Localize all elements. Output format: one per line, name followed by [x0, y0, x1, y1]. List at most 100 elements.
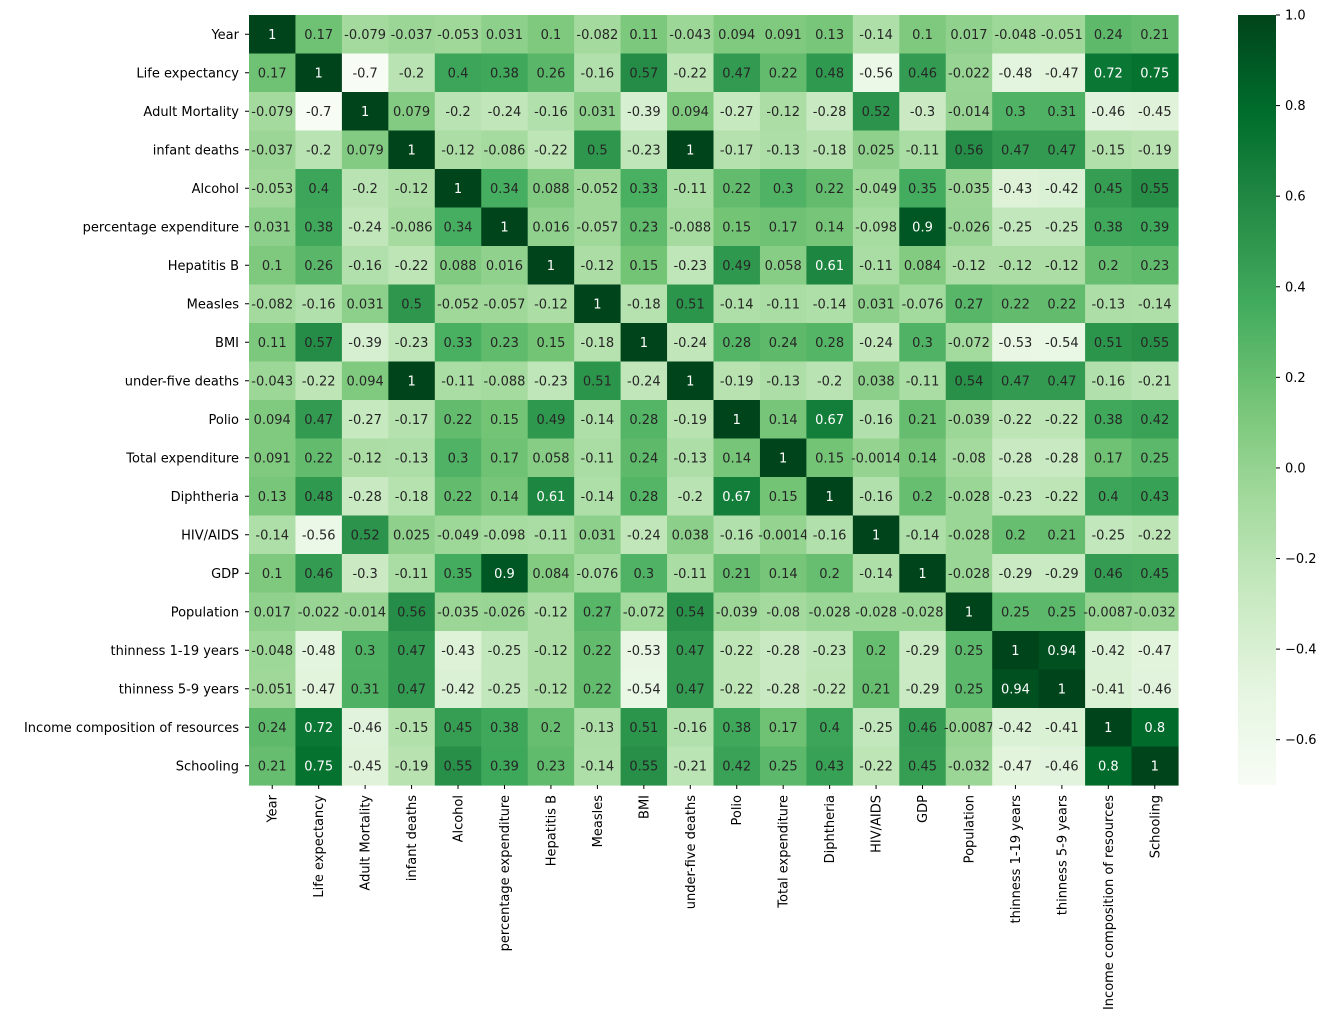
cell-annotation: -0.23: [395, 336, 429, 351]
cell-annotation: 0.23: [1140, 259, 1169, 274]
cell-annotation: 0.15: [815, 451, 844, 466]
heatmap-cell: [527, 554, 575, 594]
heatmap-cell: [945, 400, 993, 440]
cell-annotation: 0.8: [1144, 721, 1165, 736]
heatmap-cell: [481, 53, 529, 93]
cell-annotation: 0.25: [769, 759, 798, 774]
cell-annotation: -0.18: [813, 143, 847, 158]
cell-annotation: 0.51: [1094, 336, 1123, 351]
cell-annotation: 0.15: [629, 259, 658, 274]
cell-annotation: 0.5: [587, 143, 608, 158]
x-tick-label: Polio: [730, 795, 745, 826]
cell-annotation: -0.098: [484, 528, 526, 543]
cell-annotation: 0.016: [532, 220, 569, 235]
heatmap-cell: [852, 669, 900, 709]
heatmap-cell: [1038, 400, 1086, 440]
cell-annotation: -0.22: [302, 374, 336, 389]
heatmap-cell: [434, 631, 482, 671]
colorbar-tick-label: −0.2: [1285, 552, 1317, 567]
heatmap-cell: [481, 438, 529, 478]
heatmap-cell: [1038, 554, 1086, 594]
cell-annotation: -0.12: [581, 259, 615, 274]
cell-annotation: -0.11: [906, 374, 940, 389]
heatmap-cell: [852, 92, 900, 132]
heatmap-cell: [341, 554, 389, 594]
heatmap-cell: [434, 15, 482, 55]
heatmap-cell: [992, 130, 1040, 170]
heatmap-cell: [527, 207, 575, 247]
colorbar: 1.0 0.8 0.6 0.4 0.2 0.0 −0.2 −0.4 −0.6: [1238, 9, 1317, 785]
heatmap-cell: [1131, 323, 1179, 363]
heatmap-cell: [667, 207, 715, 247]
heatmap-cell: [713, 246, 761, 286]
heatmap-cell: [1085, 438, 1133, 478]
cell-annotation: 0.14: [815, 220, 844, 235]
cell-annotation: -0.022: [948, 66, 990, 81]
heatmap-cell: [713, 554, 761, 594]
cell-annotation: 0.17: [258, 66, 287, 81]
cell-annotation: 0.2: [912, 490, 933, 505]
cell-annotation: -0.086: [391, 220, 433, 235]
heatmap-cell: [806, 169, 854, 209]
heatmap-cell: [434, 92, 482, 132]
heatmap-cell: [574, 554, 622, 594]
heatmap-cell: [1038, 92, 1086, 132]
heatmap-cell: [341, 515, 389, 555]
x-tick-label: Population: [962, 795, 977, 863]
cell-annotation: 0.5: [401, 297, 422, 312]
cell-annotation: 0.22: [583, 682, 612, 697]
heatmap-cell: [249, 669, 297, 709]
heatmap-cell: [759, 246, 807, 286]
cell-annotation: 0.27: [955, 297, 984, 312]
heatmap-cell: [1131, 207, 1179, 247]
heatmap-cell: [481, 284, 529, 324]
heatmap-cell: [295, 323, 343, 363]
cell-annotation: -0.12: [999, 259, 1033, 274]
heatmap-cell: [806, 323, 854, 363]
y-tick-label: Adult Mortality: [143, 105, 239, 120]
colorbar-tick-label: −0.6: [1285, 733, 1317, 748]
heatmap-cell: [806, 515, 854, 555]
cell-annotation: 0.22: [444, 490, 473, 505]
cell-annotation: -0.22: [673, 66, 707, 81]
cell-annotation: 0.54: [676, 605, 705, 620]
cell-annotation: -0.0087: [944, 721, 994, 736]
heatmap-cell: [899, 207, 947, 247]
cell-annotation: -0.16: [720, 528, 754, 543]
cell-annotation: 1: [315, 66, 323, 81]
cell-annotation: -0.035: [948, 182, 990, 197]
cell-annotation: -0.22: [1045, 413, 1079, 428]
heatmap-cell: [249, 53, 297, 93]
cell-annotation: 0.34: [490, 182, 519, 197]
cell-annotation: 0.51: [676, 297, 705, 312]
x-tick-label: Alcohol: [452, 795, 467, 842]
cell-annotation: -0.051: [1041, 28, 1083, 43]
cell-annotation: -0.049: [855, 182, 897, 197]
heatmap-cell: [574, 169, 622, 209]
heatmap-cell: [249, 400, 297, 440]
cell-annotation: 0.038: [672, 528, 709, 543]
heatmap-cell: [249, 592, 297, 632]
heatmap-cell: [899, 631, 947, 671]
cell-annotation: 0.031: [347, 297, 384, 312]
heatmap-cell: [852, 708, 900, 748]
heatmap-cell: [481, 515, 529, 555]
heatmap-cell: [1085, 631, 1133, 671]
cell-annotation: -0.29: [906, 682, 940, 697]
cell-annotation: 0.25: [1001, 605, 1030, 620]
cell-annotation: -0.42: [1091, 644, 1125, 659]
x-tick-label: Total expenditure: [777, 795, 792, 909]
cell-annotation: 0.24: [629, 451, 658, 466]
heatmap-cell: [1038, 669, 1086, 709]
heatmap-cell: [295, 207, 343, 247]
cell-annotation: 0.091: [765, 28, 802, 43]
y-tick-label: Schooling: [176, 759, 239, 774]
cell-annotation: 1: [593, 297, 601, 312]
cell-annotation: -0.22: [720, 682, 754, 697]
heatmap-cell: [1131, 400, 1179, 440]
cell-annotation: -0.051: [251, 682, 293, 697]
cell-annotation: 0.48: [815, 66, 844, 81]
y-tick-label: Year: [210, 28, 239, 43]
x-tick-label: Year: [266, 794, 281, 823]
heatmap-cell: [945, 130, 993, 170]
